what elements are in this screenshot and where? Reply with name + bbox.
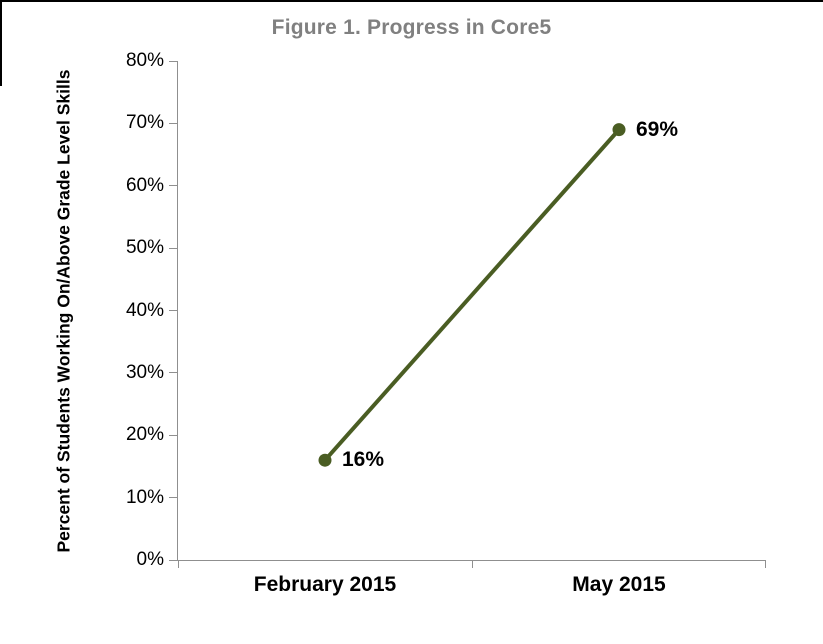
y-tick-label: 50% (125, 237, 164, 259)
y-tick-mark (169, 497, 178, 499)
y-tick-label: 40% (125, 299, 164, 321)
y-tick-label: 30% (125, 361, 164, 383)
x-axis-line (177, 560, 766, 561)
y-tick-mark (169, 310, 178, 311)
x-category-label: February 2015 (253, 573, 397, 596)
y-axis-title: Percent of Students Working On/Above Gra… (53, 69, 74, 553)
y-tick-label: 0% (136, 549, 164, 570)
y-tick-label: 70% (125, 112, 164, 134)
y-tick-label: 80% (125, 50, 164, 71)
data-point-marker (318, 453, 332, 467)
y-tick-mark (169, 559, 178, 561)
x-tick-mark (472, 560, 473, 568)
chart-title: Figure 1. Progress in Core5 (271, 16, 552, 39)
y-tick-label: 60% (125, 174, 164, 196)
data-point-marker (612, 123, 626, 137)
y-tick-mark (169, 60, 178, 62)
y-tick-label: 20% (125, 424, 164, 446)
y-tick-mark (169, 122, 178, 124)
y-tick-mark (169, 247, 178, 249)
window-top-border (0, 0, 823, 2)
x-category-label: May 2015 (572, 573, 666, 596)
series-line (323, 128, 621, 462)
plot-area: 0% 10% 20% 30% 40% 50% 60% 70% 80% February 2015 M… (126, 50, 766, 596)
y-tick-label: 10% (125, 486, 164, 508)
y-tick-mark (169, 434, 178, 436)
y-tick-mark (169, 185, 178, 187)
data-point-label: 16% (342, 448, 385, 472)
x-tick-mark (765, 560, 766, 568)
window-left-border (0, 0, 2, 86)
data-point-label: 69% (636, 117, 679, 141)
line-series (318, 123, 626, 467)
x-tick-mark (178, 560, 179, 568)
y-tick-mark (169, 372, 178, 374)
